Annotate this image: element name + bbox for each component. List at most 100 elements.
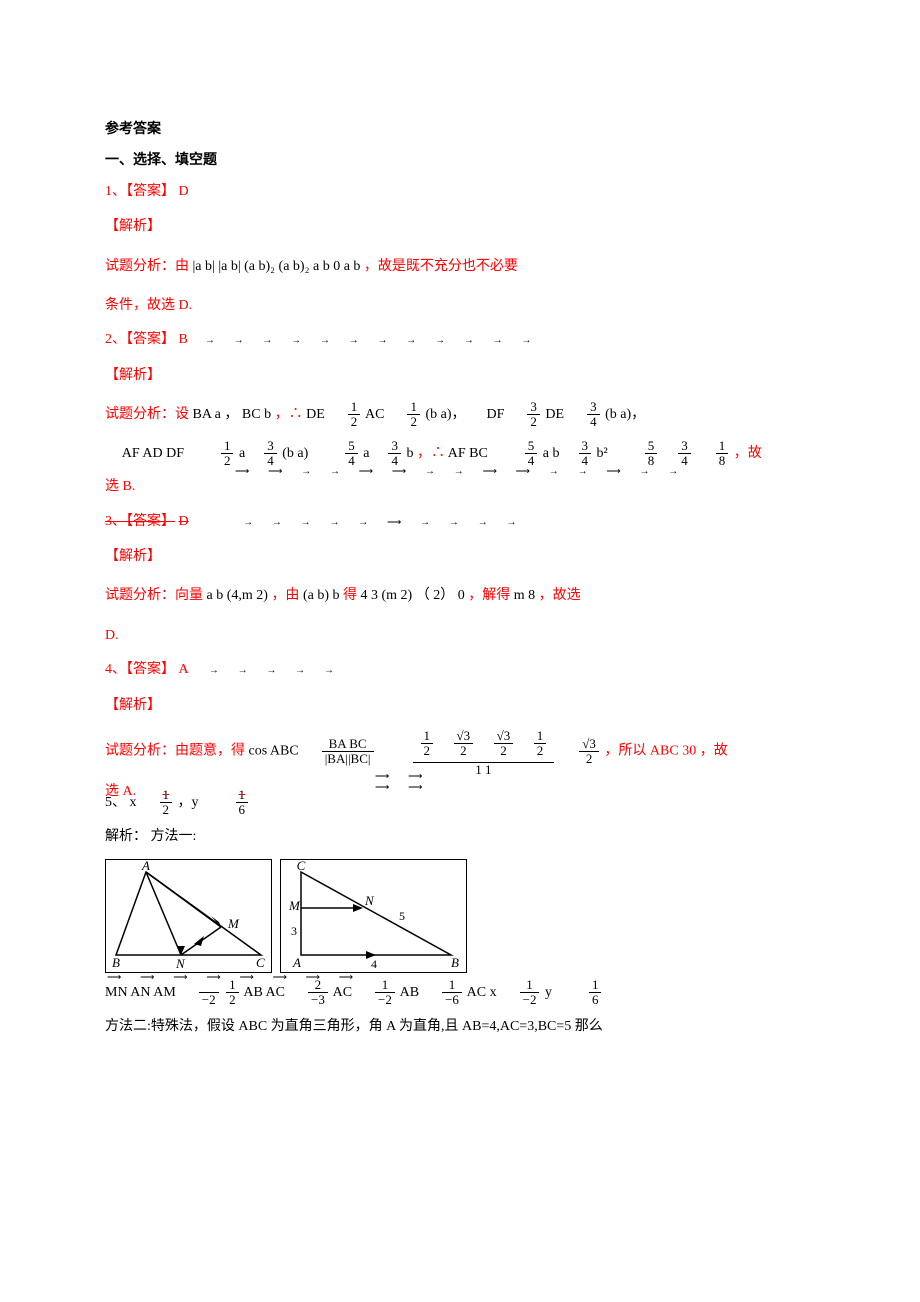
analysis-label: 【解析】 (105, 207, 815, 246)
frac: 16 (587, 978, 604, 1008)
vector-arrows: → → → → → → → → → → → → (205, 335, 540, 346)
frac: 2−3 (306, 978, 330, 1008)
text: AB AC (243, 985, 285, 1000)
svg-text:M: M (288, 898, 301, 913)
vector-arrows: → → → → → (209, 665, 342, 676)
frac: 12 (224, 978, 241, 1008)
q3-tail2: D. (105, 616, 815, 655)
q1-label: 1、【答案】 (105, 184, 175, 199)
q2-af: AF AD DF (122, 446, 184, 461)
q5-x: x (130, 795, 137, 810)
svg-text:3: 3 (291, 924, 297, 938)
text: a (363, 446, 369, 461)
text: ，故选 (539, 588, 581, 603)
q5-label: 5、 (105, 795, 126, 810)
therefore: ，∴ (417, 446, 445, 461)
vector-arrows: → → → → → ⟶ → → → → (243, 517, 524, 528)
svg-text:C: C (296, 859, 305, 873)
q2-df: DF (486, 407, 504, 422)
q1-answer: D (179, 184, 189, 199)
text: (b a)， (425, 407, 465, 422)
text: (b a) (282, 446, 308, 461)
q3-expr1: a b (4,m 2) (207, 588, 268, 603)
frac: 18 (714, 439, 731, 469)
text: AF BC (448, 446, 488, 461)
q2-prefix: 试题分析：设 (105, 407, 189, 422)
q5-method2: 方法二:特殊法，假设 ABC 为直角三角形，角 A 为直角,且 AB=4,AC=… (105, 1012, 815, 1043)
q3-expr4: m 8 (514, 588, 535, 603)
frac: 54 (343, 439, 360, 469)
frac: −12 (197, 978, 221, 1008)
q1-expr: |a b| |a b| (a b)₂ (a b)₂ a b 0 a b (193, 259, 361, 274)
svg-text:B: B (112, 955, 120, 970)
frac: √32 (577, 737, 601, 767)
frac: 16 (234, 788, 251, 818)
q2-answer: B (179, 332, 188, 347)
q2-label: 2、【答案】 (105, 332, 175, 347)
triangle-figure-1: A B C M N (105, 859, 272, 973)
text: a b (543, 446, 560, 461)
frac: 1−2 (373, 978, 397, 1008)
frac: 34 (386, 439, 403, 469)
frac: 32 (525, 400, 542, 430)
text: ，故 (734, 446, 762, 461)
frac: 34 (577, 439, 594, 469)
svg-text:B: B (451, 955, 459, 970)
svg-text:N: N (175, 956, 186, 971)
q3-answer: D (179, 514, 189, 529)
svg-text:M: M (227, 916, 240, 931)
svg-text:N: N (364, 893, 375, 908)
frac: 12 (219, 439, 236, 469)
q3-label: 3、【答案】 (105, 514, 175, 529)
q2-bc: BC b (242, 407, 271, 422)
q4-answer: A (179, 662, 188, 677)
svg-text:4: 4 (371, 957, 377, 971)
q1-analysis-prefix: 试题分析：由 (105, 259, 189, 274)
q4-label: 4、【答案】 (105, 662, 175, 677)
frac: 54 (523, 439, 540, 469)
text: a (239, 446, 245, 461)
frac: 12 (346, 400, 363, 430)
text: y (545, 985, 552, 1000)
text: ，由 (271, 588, 299, 603)
frac: BA BC|BA||BC| (320, 737, 376, 767)
frac: 12 (405, 400, 422, 430)
text: (b a)， (605, 407, 645, 422)
analysis-label: 【解析】 (105, 537, 815, 576)
answers-title: 参考答案 (105, 115, 815, 146)
text: b² (597, 446, 608, 461)
svg-text:C: C (256, 955, 265, 970)
frac: 12 (158, 788, 175, 818)
text: AC x (467, 985, 497, 1000)
text: AC (333, 985, 352, 1000)
q3-expr2: (a b) b (303, 588, 340, 603)
q4-cos: cos ABC (249, 744, 299, 759)
q2-de: DE (306, 407, 325, 422)
q2-ba: BA a ， (193, 407, 239, 422)
analysis-label: 【解析】 (105, 356, 815, 395)
text: AB (400, 985, 419, 1000)
q3-expr3: 4 3 (m 2) （ 2） 0 (360, 588, 464, 603)
frac: 34 (262, 439, 279, 469)
q3-prefix: 试题分析：向量 (105, 588, 203, 603)
text: AC (365, 407, 384, 422)
big-frac: 12 √32 √32 12 1 1 (411, 725, 557, 778)
svg-text:5: 5 (399, 909, 405, 923)
frac: 34 (676, 439, 693, 469)
q1-tail2: 条件，故选 D. (105, 286, 815, 325)
text: ，解得 (468, 588, 510, 603)
text: b (406, 446, 413, 461)
q5-mn: MN AN AM (105, 985, 176, 1000)
svg-text:A: A (292, 955, 301, 970)
therefore: ，∴ (275, 407, 303, 422)
q1-tail: ，故是既不充分也不必要 (364, 259, 518, 274)
q5-y: ，y (178, 795, 199, 810)
text: DE (545, 407, 564, 422)
text: 得 (343, 588, 357, 603)
q4-tail: ，所以 ABC 30 ，故 (604, 744, 727, 759)
section-heading: 一、选择、填空题 (105, 146, 815, 177)
triangle-figures: A B C M N C M N A B 3 4 5 (105, 859, 815, 973)
q5-method1: 解析： 方法一: (105, 822, 815, 853)
q4-prefix: 试题分析：由题意，得 (105, 744, 245, 759)
frac: 1−6 (440, 978, 464, 1008)
